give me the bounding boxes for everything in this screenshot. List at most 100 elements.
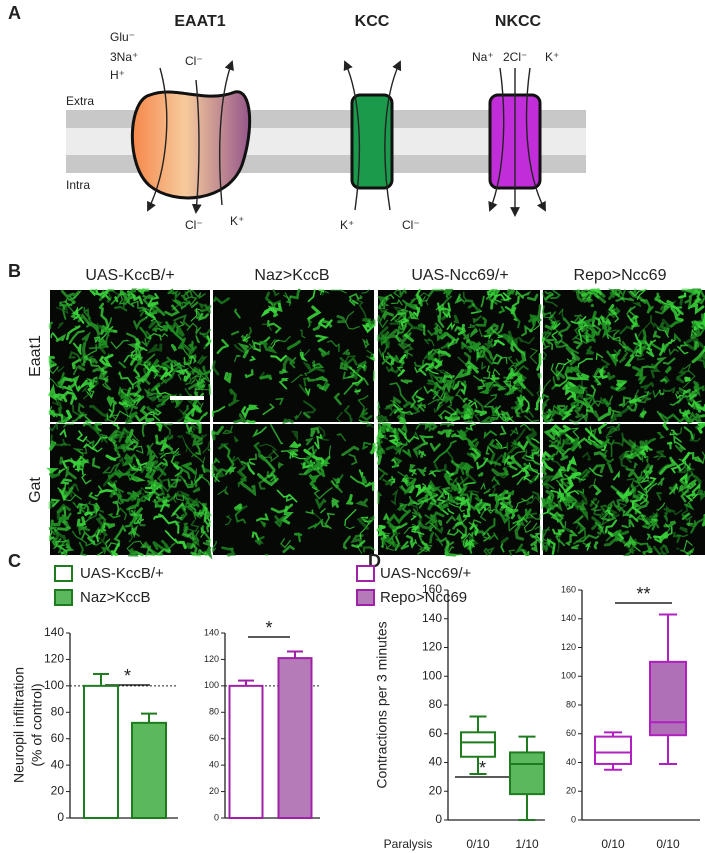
micrograph-texture — [542, 379, 552, 393]
micrograph-texture — [640, 444, 653, 454]
micrograph-texture — [621, 524, 629, 529]
micrograph-texture — [76, 503, 83, 515]
micrograph-texture — [126, 288, 138, 297]
micrograph-texture — [529, 320, 541, 333]
micrograph-texture — [531, 532, 541, 541]
micrograph-texture — [482, 517, 496, 537]
micrograph-texture — [453, 494, 462, 501]
micrograph-texture — [112, 441, 118, 452]
micrograph-texture — [403, 401, 420, 413]
micrograph-texture — [523, 520, 538, 534]
micrograph-texture — [467, 323, 479, 329]
micrograph-texture — [413, 494, 439, 506]
micrograph-texture — [612, 432, 624, 447]
micrograph-texture — [465, 299, 476, 307]
micrograph-texture — [202, 365, 208, 380]
micrograph-texture — [139, 541, 164, 557]
micrograph-texture — [474, 409, 488, 417]
micrograph-texture — [410, 389, 419, 409]
arrow — [191, 79, 202, 214]
micrograph-texture — [544, 293, 554, 301]
micrograph-texture — [177, 367, 189, 381]
micrograph-texture — [342, 535, 351, 550]
micrograph-texture — [143, 361, 152, 366]
micrograph-texture — [81, 331, 92, 342]
ion-label: Na⁺ — [472, 50, 494, 64]
column-label: UAS-Ncc69/+ — [411, 267, 508, 284]
micrograph-texture — [668, 348, 679, 356]
y-tick-label: 100 — [204, 680, 219, 690]
micrograph-texture — [86, 422, 97, 432]
micrograph-texture — [164, 304, 180, 317]
micrograph-texture — [483, 430, 497, 439]
micrograph-texture — [526, 495, 541, 506]
micrograph-texture — [63, 494, 82, 502]
micrograph-texture — [170, 399, 176, 404]
micrograph-texture — [332, 477, 341, 485]
ion-label: Cl⁻ — [402, 218, 420, 232]
micrograph-texture — [396, 411, 406, 426]
micrograph-texture — [113, 445, 127, 454]
micrograph-texture — [276, 489, 298, 503]
micrograph-texture — [234, 508, 247, 524]
micrograph-texture — [401, 431, 419, 445]
micrograph-texture — [400, 342, 414, 352]
micrograph-texture — [118, 427, 131, 443]
micrograph-texture — [398, 328, 403, 335]
micrograph-texture — [199, 549, 210, 557]
micrograph-texture — [88, 334, 109, 350]
micrograph-texture — [670, 465, 682, 474]
micrograph-texture — [686, 479, 697, 490]
ion-label: K⁺ — [340, 218, 354, 232]
micrograph-texture — [397, 312, 407, 323]
micrograph-texture — [87, 500, 96, 519]
micrograph-texture — [677, 466, 694, 474]
micrograph-texture — [658, 343, 665, 357]
micrograph-texture — [141, 338, 148, 348]
micrograph-texture — [76, 364, 86, 372]
micrograph-texture — [488, 374, 500, 384]
micrograph-texture — [68, 486, 76, 496]
micrograph-texture — [247, 404, 260, 411]
micrograph-texture — [194, 506, 207, 517]
micrograph-texture — [613, 349, 621, 355]
micrograph-texture — [212, 405, 226, 417]
micrograph-texture — [71, 404, 85, 417]
row-label: Eaat1 — [27, 335, 44, 377]
micrograph-texture — [625, 467, 644, 481]
y-axis-label: Contractions per 3 minutes — [374, 621, 390, 788]
micrograph-texture — [402, 449, 412, 458]
micrograph-texture — [167, 434, 174, 441]
micrograph-texture — [200, 525, 207, 538]
micrograph-texture — [139, 369, 150, 384]
micrograph-texture — [507, 356, 521, 365]
micrograph-texture — [344, 355, 356, 365]
micrograph-texture — [259, 340, 278, 354]
micrograph-texture — [378, 524, 386, 530]
micrograph-texture — [536, 352, 542, 371]
micrograph-texture — [124, 395, 134, 418]
micrograph-texture — [91, 456, 101, 469]
micrograph-texture — [74, 306, 85, 324]
micrograph-texture — [66, 391, 78, 405]
micrograph-texture — [186, 366, 199, 376]
micrograph-texture — [107, 481, 118, 492]
micrographs — [46, 287, 705, 560]
micrograph-texture — [315, 334, 330, 343]
micrograph-texture — [59, 428, 67, 438]
micrograph-texture — [52, 399, 63, 410]
micrograph-texture — [627, 535, 636, 547]
micrograph-texture — [385, 293, 395, 300]
micrograph-texture — [630, 487, 642, 500]
micrograph-texture — [246, 419, 256, 424]
micrograph-texture — [291, 374, 304, 383]
micrograph-texture — [186, 322, 202, 336]
micrograph-texture — [345, 494, 354, 505]
micrograph-texture — [49, 358, 55, 371]
micrograph-texture — [192, 537, 200, 547]
micrograph-texture — [197, 353, 208, 365]
micrograph-texture — [261, 323, 272, 331]
micrograph-texture — [240, 406, 250, 420]
micrograph-texture — [537, 372, 542, 379]
micrograph-texture — [102, 477, 118, 487]
